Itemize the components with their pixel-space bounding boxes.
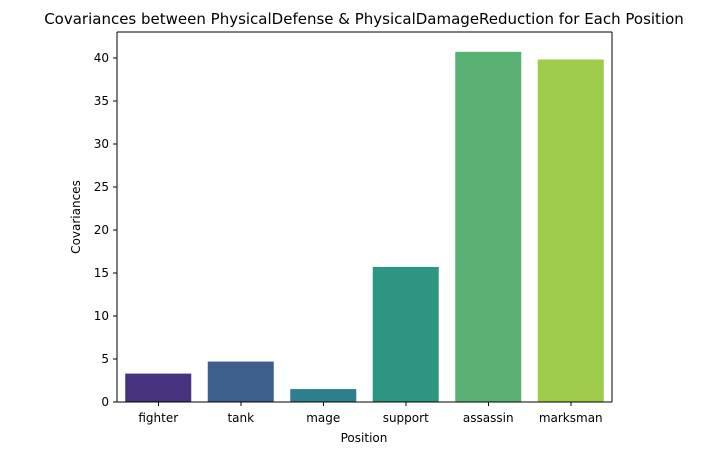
- bar-mage: [290, 389, 357, 402]
- bar-marksman: [537, 59, 604, 402]
- y-tick-label-15: 15: [94, 266, 109, 280]
- y-tick-label-20: 20: [94, 223, 109, 237]
- chart-title: Covariances between PhysicalDefense & Ph…: [44, 10, 684, 28]
- bar-tank: [207, 361, 274, 402]
- y-tick-label-10: 10: [94, 309, 109, 323]
- x-tick-label-mage: mage: [306, 411, 340, 425]
- bar-fighter: [125, 373, 192, 402]
- y-tick-label-35: 35: [94, 94, 109, 108]
- y-tick-label-0: 0: [101, 395, 109, 409]
- x-tick-label-tank: tank: [227, 411, 254, 425]
- x-tick-label-marksman: marksman: [539, 411, 603, 425]
- y-tick-label-25: 25: [94, 180, 109, 194]
- x-tick-label-support: support: [383, 411, 429, 425]
- x-tick-label-assassin: assassin: [463, 411, 514, 425]
- plot-area: 0 5 10 15 20 25 30 35 40 fighter tank mage support as…: [94, 31, 613, 425]
- bar-assassin: [455, 51, 522, 402]
- y-tick-label-40: 40: [94, 51, 109, 65]
- x-axis-label: Position: [341, 431, 388, 445]
- x-tick-label-fighter: fighter: [138, 411, 178, 425]
- y-tick-label-5: 5: [101, 352, 109, 366]
- y-axis-label: Covariances: [69, 180, 83, 254]
- y-tick-label-30: 30: [94, 137, 109, 151]
- bar-support: [372, 266, 439, 402]
